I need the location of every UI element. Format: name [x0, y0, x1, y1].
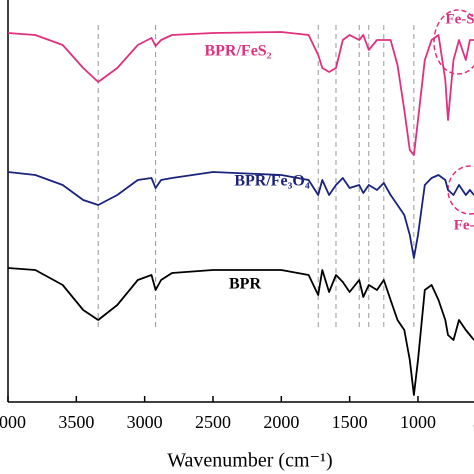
- x-tick-label: 2000: [263, 412, 299, 432]
- fes-highlight: [433, 9, 474, 75]
- series-label: BPR/Fe₃O₄: [234, 173, 310, 190]
- x-tick-label: 2500: [195, 412, 231, 432]
- x-tick-label: 500: [473, 412, 474, 432]
- series-line: [7, 171, 474, 259]
- x-tick-label: 4000: [0, 412, 26, 432]
- annotation: Fe-S: [445, 11, 474, 27]
- series-label: BPR: [229, 276, 261, 293]
- x-tick-label: 3500: [58, 412, 94, 432]
- series-label: BPR/FeS₂: [204, 43, 271, 60]
- feo-highlight: [447, 165, 474, 215]
- x-tick-label: 1500: [332, 412, 368, 432]
- x-tick-label: 1000: [400, 412, 436, 432]
- series-line: [7, 31, 474, 156]
- x-tick-label: 3000: [127, 412, 163, 432]
- x-axis-label: Wavenumber (cm⁻¹): [167, 450, 332, 472]
- series-line: [7, 267, 474, 396]
- annotation: Fe-O: [454, 217, 474, 233]
